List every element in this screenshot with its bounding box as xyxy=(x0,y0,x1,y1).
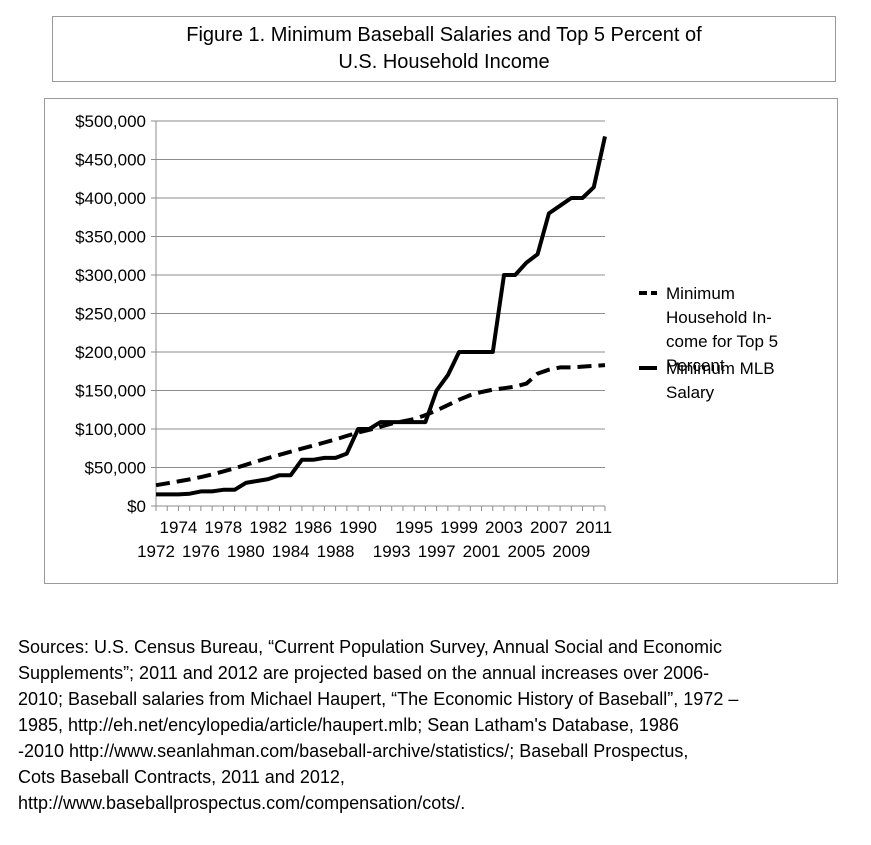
chart-title-box: Figure 1. Minimum Baseball Salaries and … xyxy=(52,16,836,82)
legend-label: Minimum xyxy=(666,284,735,303)
y-tick-label: $350,000 xyxy=(75,228,146,247)
x-tick-label: 1978 xyxy=(204,518,242,537)
y-tick-label: $50,000 xyxy=(85,459,146,478)
x-tick-label: 2007 xyxy=(530,518,568,537)
x-tick-label: 1972 xyxy=(137,542,175,561)
x-tick-label: 1993 xyxy=(373,542,411,561)
x-tick-label: 1997 xyxy=(418,542,456,561)
chart-title-line-2: U.S. Household Income xyxy=(338,51,550,73)
sources-line: -2010 http://www.seanlahman.com/baseball… xyxy=(18,741,689,761)
x-tick-label: 2005 xyxy=(508,542,546,561)
y-tick-label: $100,000 xyxy=(75,420,146,439)
sources-line: Cots Baseball Contracts, 2011 and 2012, xyxy=(18,767,345,787)
legend-label: Household In- xyxy=(666,308,772,327)
x-tick-label: 1982 xyxy=(249,518,287,537)
series-line-1 xyxy=(155,363,606,488)
sources-line: Sources: U.S. Census Bureau, “Current Po… xyxy=(18,637,723,657)
legend-label: come for Top 5 xyxy=(666,332,778,351)
x-tick-label: 1984 xyxy=(272,542,310,561)
legend-label: Salary xyxy=(666,383,715,402)
sources-line: http://www.baseballprospectus.com/compen… xyxy=(18,793,466,813)
y-tick-label: $300,000 xyxy=(75,266,146,285)
sources-line: 1985, http://eh.net/encylopedia/article/… xyxy=(18,715,679,735)
y-tick-label: $500,000 xyxy=(75,112,146,131)
x-tick-label: 1974 xyxy=(160,518,198,537)
x-tick-label: 1980 xyxy=(227,542,265,561)
x-tick-label: 1999 xyxy=(440,518,478,537)
x-tick-label: 2001 xyxy=(463,542,501,561)
x-tick-label: 1988 xyxy=(317,542,355,561)
chart-title-line-1: Figure 1. Minimum Baseball Salaries and … xyxy=(186,24,702,46)
y-tick-label: $0 xyxy=(127,497,146,516)
y-tick-label: $250,000 xyxy=(75,305,146,324)
sources-line: Supplements”; 2011 and 2012 are projecte… xyxy=(18,663,710,683)
y-tick-label: $200,000 xyxy=(75,343,146,362)
x-tick-label: 2011 xyxy=(575,518,612,537)
line-chart: $0 $50,000 $100,000 $150,000 $200,000 $250,00… xyxy=(75,112,778,561)
chart-frame: $0 $50,000 $100,000 $150,000 $200,000 $250,00… xyxy=(44,98,838,584)
x-tick-label: 2009 xyxy=(552,542,590,561)
x-tick-label: 2003 xyxy=(485,518,523,537)
series-line-2 xyxy=(156,135,607,497)
x-tick-label: 1990 xyxy=(339,518,377,537)
sources-line: 2010; Baseball salaries from Michael Hau… xyxy=(18,689,739,709)
y-tick-label: $450,000 xyxy=(75,151,146,170)
x-tick-label: 1986 xyxy=(294,518,332,537)
x-tick-label: 1995 xyxy=(395,518,433,537)
legend-label: Minimum MLB xyxy=(666,359,775,378)
y-tick-label: $400,000 xyxy=(75,189,146,208)
y-tick-label: $150,000 xyxy=(75,382,146,401)
legend-label: Percent xyxy=(666,356,725,375)
sources-note: Sources: U.S. Census Bureau, “Current Po… xyxy=(18,634,863,816)
x-tick-label: 1976 xyxy=(182,542,220,561)
